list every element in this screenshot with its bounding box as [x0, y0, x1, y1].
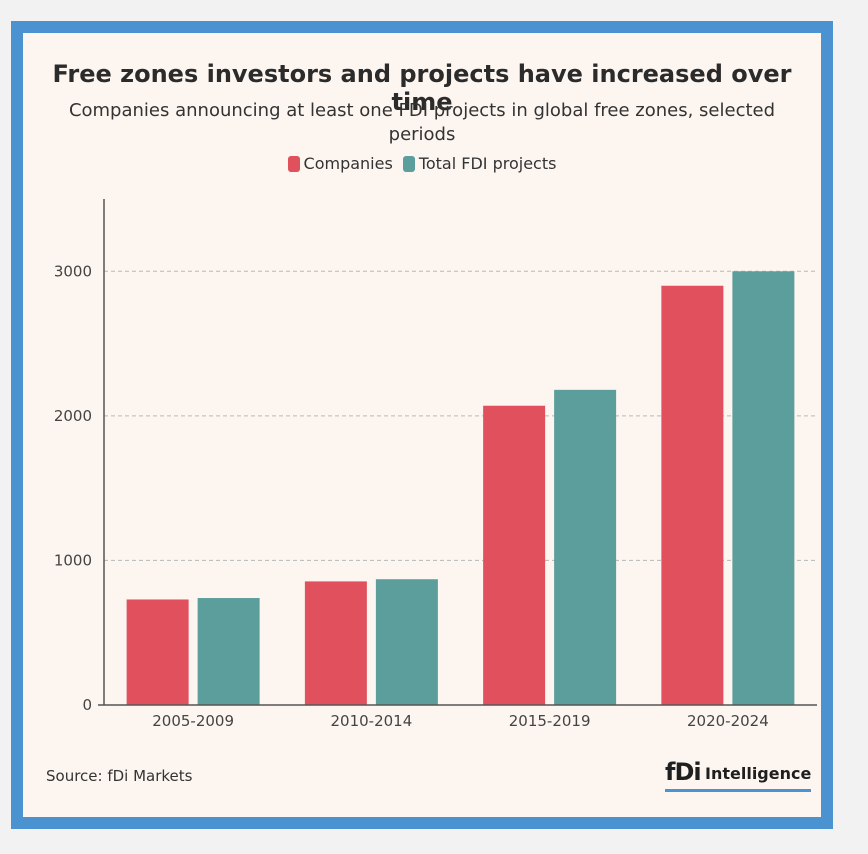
x-tick-label-2015-2019: 2015-2019: [509, 712, 591, 730]
x-tick-label-2005-2009: 2005-2009: [152, 712, 234, 730]
legend-item-projects: Total FDI projects: [402, 154, 557, 173]
y-tick-label-3000: 3000: [54, 262, 92, 280]
legend-item-companies: Companies: [287, 154, 393, 173]
legend-swatch-companies: [287, 155, 300, 172]
y-tick-label-1000: 1000: [54, 551, 92, 569]
bar-companies-2020-2024: [661, 285, 724, 705]
x-tick-label-2020-2024: 2020-2024: [687, 712, 769, 730]
y-tick-label-0: 0: [82, 696, 92, 714]
bar-projects-2015-2019: [554, 389, 617, 705]
bar-companies-2005-2009: [126, 599, 189, 705]
bar-companies-2015-2019: [483, 405, 546, 705]
logo-fdi-mark: fDi: [665, 758, 702, 786]
chart-card: Free zones investors and projects have i…: [23, 33, 821, 817]
source-note: Source: fDi Markets: [46, 767, 193, 785]
logo-wordmark: Intelligence: [705, 764, 812, 783]
logo-underline: [665, 789, 811, 792]
bar-chart: 0 1000 2000 3000 2005-2009 2010-2014 2015-2019…: [54, 199, 817, 730]
chart-legend: Companies Total FDI projects: [23, 154, 821, 173]
bar-companies-2010-2014: [304, 581, 367, 705]
bar-projects-2010-2014: [375, 579, 438, 705]
x-tick-label-2010-2014: 2010-2014: [330, 712, 412, 730]
legend-label-projects: Total FDI projects: [418, 154, 557, 173]
legend-label-companies: Companies: [303, 154, 393, 173]
legend-swatch-projects: [402, 155, 415, 172]
bar-projects-2005-2009: [197, 598, 260, 705]
chart-subtitle: Companies announcing at least one FDI pr…: [68, 100, 776, 145]
y-tick-label-2000: 2000: [54, 407, 92, 425]
bar-projects-2020-2024: [732, 271, 795, 705]
chart-frame: Free zones investors and projects have i…: [11, 21, 833, 829]
chart-title: Free zones investors and projects have i…: [52, 60, 792, 116]
fdi-intelligence-logo: fDi Intelligence: [665, 758, 811, 792]
